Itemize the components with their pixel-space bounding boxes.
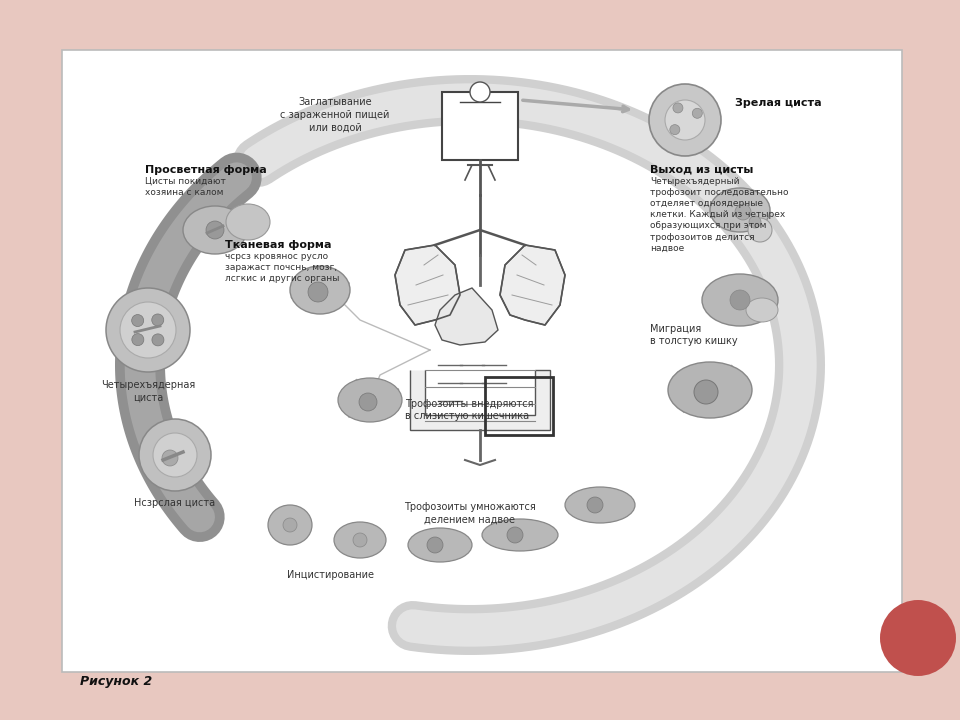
Circle shape bbox=[359, 393, 377, 411]
Text: Трофозоиты внедряются
в слизистую кишечника: Трофозоиты внедряются в слизистую кишечн… bbox=[405, 399, 534, 421]
Circle shape bbox=[132, 333, 144, 346]
Ellipse shape bbox=[290, 266, 350, 314]
Circle shape bbox=[152, 334, 164, 346]
Ellipse shape bbox=[565, 487, 635, 523]
Polygon shape bbox=[500, 245, 565, 325]
Ellipse shape bbox=[408, 528, 472, 562]
Circle shape bbox=[470, 82, 490, 102]
Ellipse shape bbox=[226, 204, 270, 240]
Circle shape bbox=[730, 290, 750, 310]
Circle shape bbox=[748, 218, 772, 242]
Ellipse shape bbox=[702, 274, 778, 326]
Text: Тканевая форма: Тканевая форма bbox=[225, 240, 331, 250]
Circle shape bbox=[308, 282, 328, 302]
Text: Трофозоиты умножаются
делением надвое: Трофозоиты умножаются делением надвое bbox=[404, 502, 536, 524]
Ellipse shape bbox=[710, 188, 770, 232]
Text: Рисунок 2: Рисунок 2 bbox=[80, 675, 153, 688]
Circle shape bbox=[162, 450, 178, 466]
Polygon shape bbox=[410, 370, 550, 430]
Circle shape bbox=[353, 533, 367, 547]
Circle shape bbox=[692, 108, 703, 118]
Circle shape bbox=[106, 288, 190, 372]
FancyBboxPatch shape bbox=[442, 92, 518, 160]
Text: Четырехъядерный
трофозоит последовательно
отделяет одноядерные
клетки. Каждый из: Четырехъядерный трофозоит последовательн… bbox=[650, 177, 788, 253]
Circle shape bbox=[153, 433, 197, 477]
Circle shape bbox=[694, 380, 718, 404]
Text: Заглатывание
с зараженной пищей
или водой: Заглатывание с зараженной пищей или водо… bbox=[280, 97, 390, 132]
Text: Просветная форма: Просветная форма bbox=[145, 165, 267, 175]
Circle shape bbox=[649, 84, 721, 156]
Circle shape bbox=[427, 537, 443, 553]
FancyBboxPatch shape bbox=[62, 50, 902, 672]
Circle shape bbox=[120, 302, 176, 358]
Circle shape bbox=[139, 419, 211, 491]
Circle shape bbox=[880, 600, 956, 676]
Polygon shape bbox=[395, 245, 460, 325]
Polygon shape bbox=[435, 288, 498, 345]
Text: Нсзрслая циста: Нсзрслая циста bbox=[134, 498, 216, 508]
Text: Выход из цисты: Выход из цисты bbox=[650, 165, 754, 175]
Ellipse shape bbox=[746, 298, 778, 322]
Text: чсрсз кровянос русло
заражаст почснь, мозг,
лсгкис и другис органы: чсрсз кровянос русло заражаст почснь, мо… bbox=[225, 252, 340, 283]
Circle shape bbox=[673, 103, 683, 113]
Ellipse shape bbox=[338, 378, 402, 422]
Circle shape bbox=[152, 314, 164, 326]
Circle shape bbox=[735, 204, 751, 220]
Ellipse shape bbox=[268, 505, 312, 545]
Ellipse shape bbox=[482, 519, 558, 551]
Text: Инцистирование: Инцистирование bbox=[286, 570, 373, 580]
Text: Четырехъядерная
циста: Четырехъядерная циста bbox=[101, 380, 195, 402]
Circle shape bbox=[665, 100, 705, 140]
Text: Миграция
в толстую кишку: Миграция в толстую кишку bbox=[650, 323, 737, 346]
Circle shape bbox=[132, 315, 144, 327]
Circle shape bbox=[749, 216, 761, 228]
Circle shape bbox=[206, 221, 224, 239]
Text: Зрелая циста: Зрелая циста bbox=[735, 98, 822, 108]
Text: Цисты покидают
хозяина с калом: Цисты покидают хозяина с калом bbox=[145, 177, 226, 197]
Circle shape bbox=[283, 518, 297, 532]
Circle shape bbox=[507, 527, 523, 543]
Ellipse shape bbox=[334, 522, 386, 558]
Ellipse shape bbox=[183, 206, 247, 254]
Ellipse shape bbox=[668, 362, 752, 418]
Circle shape bbox=[670, 125, 680, 135]
Circle shape bbox=[587, 497, 603, 513]
